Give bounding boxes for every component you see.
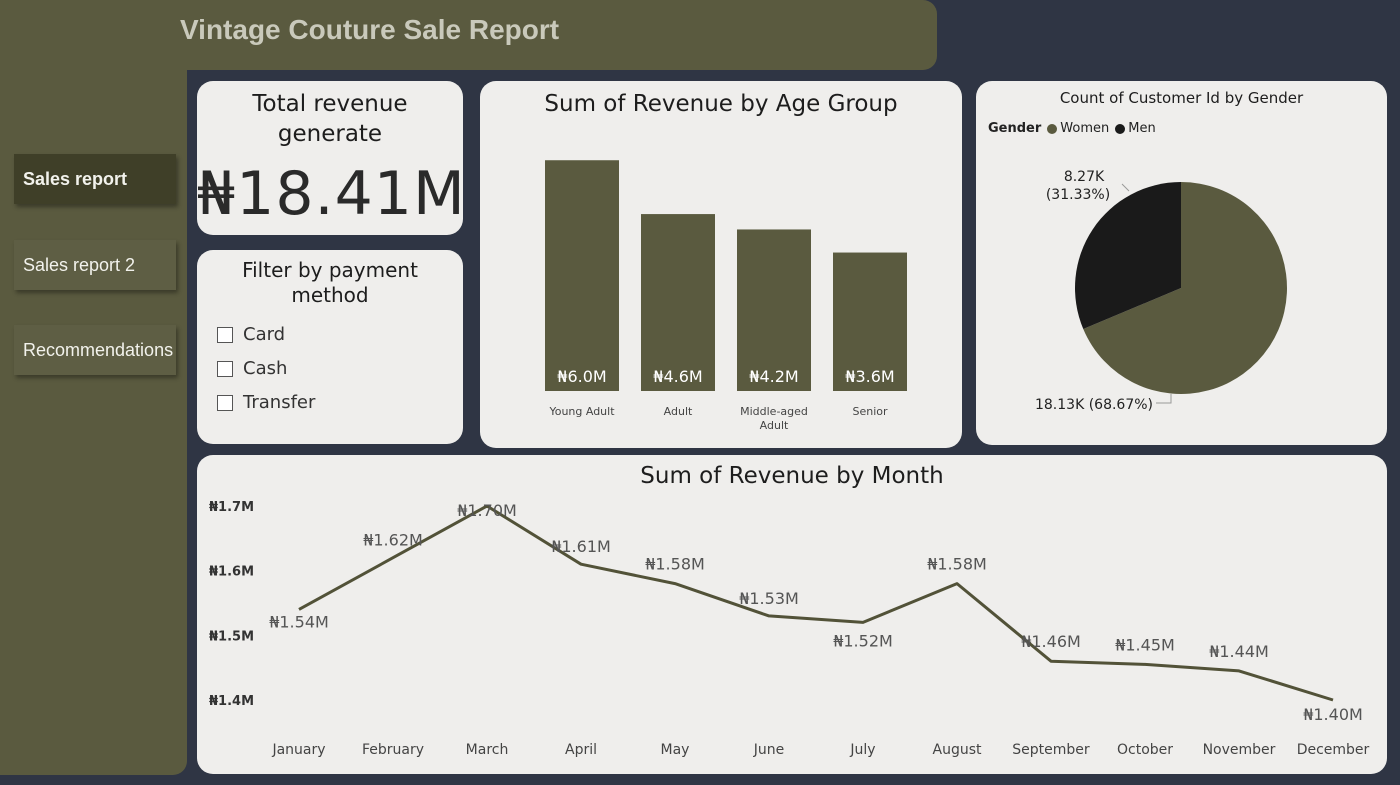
- legend-women: Women: [1060, 121, 1110, 136]
- age-bar[interactable]: [737, 229, 811, 391]
- age-category-label: Senior: [852, 405, 888, 418]
- line-point[interactable]: [765, 612, 773, 620]
- kpi-label: Total revenue generate: [197, 89, 463, 149]
- kpi-value: ₦18.41M: [197, 159, 466, 229]
- legend-title: Gender: [988, 121, 1042, 136]
- line-point[interactable]: [953, 580, 961, 588]
- kpi-label-line1: Total revenue: [252, 91, 408, 117]
- legend-men: Men: [1128, 121, 1156, 136]
- filter-option-label: Transfer: [243, 392, 316, 413]
- gender-legend: Gender Women Men: [988, 121, 1156, 136]
- y-tick-label: ₦1.5M: [209, 629, 254, 644]
- checkbox[interactable]: [217, 326, 233, 343]
- nav-recommendations[interactable]: Recommendations: [14, 325, 176, 375]
- legend-dot-women: [1047, 123, 1058, 134]
- age-category-label: Adult: [760, 419, 789, 432]
- line-data-label: ₦1.58M: [927, 555, 987, 574]
- kpi-card: Total revenue generate ₦18.41M: [197, 81, 466, 235]
- y-tick-label: ₦1.7M: [209, 500, 254, 515]
- month-tick-label: March: [466, 742, 509, 758]
- month-tick-label: June: [753, 742, 785, 758]
- checkbox[interactable]: [217, 394, 233, 411]
- line-data-label: ₦1.53M: [739, 589, 799, 608]
- pie-label-women: 18.13K (68.67%): [1035, 397, 1153, 413]
- age-bar-chart: ₦6.0M Young Adult ₦4.6M Adult ₦4.2M Middle-ag…: [545, 160, 907, 432]
- nav-sales-report-2[interactable]: Sales report 2: [14, 240, 176, 290]
- age-chart-title: Sum of Revenue by Age Group: [544, 91, 898, 117]
- line-point[interactable]: [1141, 660, 1149, 668]
- filter-option-transfer[interactable]: Transfer: [217, 392, 315, 413]
- pie-label-men-percent: (31.33%): [1046, 187, 1110, 203]
- filter-title: Filter by payment method: [197, 258, 463, 308]
- line-data-label: ₦1.52M: [833, 631, 893, 650]
- filter-option-label: Card: [243, 324, 286, 345]
- line-data-label: ₦1.46M: [1021, 632, 1081, 651]
- age-bar[interactable]: [545, 160, 619, 391]
- pie-label-men-value: 8.27K: [1064, 169, 1105, 185]
- checkbox[interactable]: [217, 360, 233, 377]
- month-tick-label: September: [1012, 742, 1090, 758]
- line-data-label: ₦1.58M: [645, 555, 705, 574]
- line-data-label: ₦1.62M: [363, 531, 423, 550]
- header-bar: Vintage Couture Sale Report: [0, 0, 937, 70]
- line-point[interactable]: [1235, 667, 1243, 675]
- gender-pie-chart: 8.27K (31.33%) 18.13K (68.67%): [1035, 169, 1287, 413]
- age-bar[interactable]: [641, 214, 715, 391]
- line-data-label: ₦1.40M: [1303, 705, 1363, 724]
- pie-slice-women[interactable]: [1083, 182, 1287, 394]
- filter-option-label: Cash: [243, 358, 288, 379]
- pie-slice-men[interactable]: [1075, 182, 1181, 330]
- month-chart-title: Sum of Revenue by Month: [640, 463, 944, 489]
- month-tick-label: December: [1297, 742, 1370, 758]
- filter-option-cash[interactable]: Cash: [217, 358, 287, 379]
- line-data-label: ₦1.70M: [457, 501, 517, 520]
- line-point[interactable]: [577, 560, 585, 568]
- legend-dot-men: [1115, 123, 1126, 134]
- filter-option-card[interactable]: Card: [217, 324, 285, 345]
- line-data-label: ₦1.54M: [269, 612, 329, 631]
- gender-chart-card: Count of Customer Id by Gender Gender Wo…: [976, 81, 1387, 445]
- filter-title-line1: Filter by payment: [242, 258, 418, 282]
- leader-line-men: [1121, 183, 1130, 192]
- month-tick-label: August: [933, 742, 983, 758]
- gender-chart-title: Count of Customer Id by Gender: [1059, 89, 1304, 107]
- nav-sales-report[interactable]: Sales report: [14, 154, 176, 204]
- line-point[interactable]: [1047, 657, 1055, 665]
- month-tick-label: July: [849, 742, 875, 758]
- line-point[interactable]: [389, 554, 397, 562]
- month-tick-label: November: [1203, 742, 1276, 758]
- page-title: Vintage Couture Sale Report: [180, 14, 560, 45]
- revenue-line: [298, 504, 1334, 702]
- y-tick-label: ₦1.6M: [209, 565, 254, 580]
- month-tick-label: January: [271, 742, 325, 758]
- line-data-label: ₦1.44M: [1209, 642, 1269, 661]
- line-point[interactable]: [671, 580, 679, 588]
- line-data-label: ₦1.61M: [551, 537, 611, 556]
- filter-title-line2: method: [291, 283, 369, 307]
- age-category-label: Middle-aged: [740, 405, 808, 418]
- age-group-chart-card: Sum of Revenue by Age Group ₦6.0M Young A…: [480, 81, 962, 448]
- age-bar-value-label: ₦3.6M: [845, 367, 894, 386]
- month-tick-label: May: [661, 742, 690, 758]
- line-point[interactable]: [859, 618, 867, 626]
- age-category-label: Adult: [664, 405, 693, 418]
- line-data-label: ₦1.45M: [1115, 635, 1175, 654]
- leader-line-women: [1156, 394, 1172, 404]
- month-tick-label: April: [565, 742, 597, 758]
- age-bar-value-label: ₦4.2M: [749, 367, 798, 386]
- age-category-label: Young Adult: [548, 405, 615, 418]
- month-line-chart: ₦1.4M ₦1.5M ₦1.6M ₦1.7M ₦1.54M January ₦1.62M F…: [209, 500, 1370, 758]
- payment-filter-card: Filter by payment method Card Cash Trans…: [197, 250, 463, 444]
- y-tick-label: ₦1.4M: [209, 694, 254, 709]
- kpi-label-line2: generate: [277, 121, 383, 147]
- month-chart-card: Sum of Revenue by Month ₦1.4M ₦1.5M ₦1.6M ₦…: [197, 455, 1387, 774]
- age-bar-value-label: ₦4.6M: [653, 367, 702, 386]
- month-tick-label: October: [1117, 742, 1173, 758]
- sidebar: [0, 0, 187, 775]
- age-bar-value-label: ₦6.0M: [557, 367, 606, 386]
- month-tick-label: February: [362, 742, 424, 758]
- age-bar[interactable]: [833, 252, 907, 391]
- line-point[interactable]: [1329, 696, 1337, 704]
